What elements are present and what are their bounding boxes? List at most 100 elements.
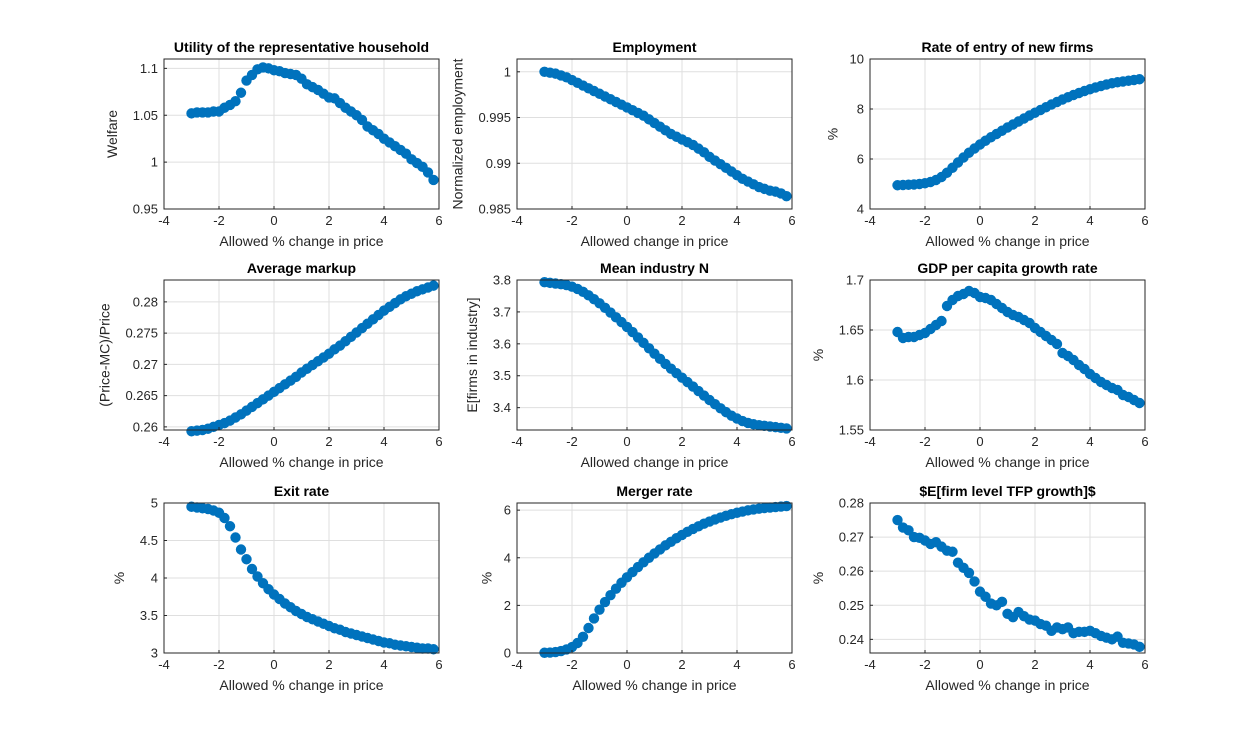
x-tick-label: 2 [678, 434, 685, 449]
y-tick-label: 0.25 [839, 598, 864, 613]
y-tick-label: 4 [857, 202, 864, 217]
data-point [594, 604, 605, 615]
x-axis-label: Allowed % change in price [219, 233, 383, 249]
data-point [781, 500, 792, 512]
x-tick-label: 2 [678, 657, 685, 672]
chart-title: Utility of the representative household [174, 39, 429, 55]
subplot-4: -4 -2 0 2 4 6 0.26 0.265 0.27 0.275 0.28 Average ma… [97, 260, 443, 470]
axes-box [869, 279, 1146, 431]
y-axis-label: % [479, 572, 495, 584]
data-point [588, 613, 600, 624]
axes-box [163, 58, 440, 210]
subplot-5: -4 -2 0 2 4 6 3.4 3.5 3.6 3.7 3.8 Mean industry N Al… [464, 260, 796, 470]
x-axis-label: Allowed change in price [581, 454, 729, 470]
y-tick-label: 0.27 [133, 357, 158, 372]
axes-box [163, 279, 440, 431]
y-tick-label: 1 [151, 155, 158, 170]
y-tick-label: 2 [504, 598, 511, 613]
x-tick-label: -2 [919, 657, 931, 672]
subplot-2: -4 -2 0 2 4 6 0.985 0.99 0.995 1 Employment Allowed… [450, 39, 796, 249]
x-tick-label: -4 [511, 213, 523, 228]
y-tick-label: 0.985 [478, 202, 511, 217]
y-tick-label: 1.1 [140, 61, 158, 76]
x-tick-label: 2 [1031, 434, 1038, 449]
y-axis-label: % [111, 572, 127, 584]
x-tick-label: 0 [623, 213, 630, 228]
data-point [235, 87, 247, 98]
x-tick-label: -4 [511, 657, 523, 672]
x-axis-label: Allowed change in price [581, 233, 729, 249]
x-tick-label: 0 [976, 434, 983, 449]
axes-box [869, 502, 1146, 654]
chart-title: Mean industry N [600, 260, 709, 276]
y-tick-label: 1.6 [846, 373, 864, 388]
x-tick-label: -4 [158, 213, 170, 228]
y-tick-label: 1 [504, 64, 511, 79]
x-tick-label: 6 [788, 657, 795, 672]
x-tick-label: -4 [864, 213, 876, 228]
x-tick-label: 4 [380, 213, 387, 228]
x-tick-label: 6 [1141, 213, 1148, 228]
axes-box [516, 58, 793, 210]
data-point [963, 567, 975, 579]
y-axis-label: E[firms in industry] [464, 297, 480, 412]
x-axis-label: Allowed % change in price [925, 233, 1089, 249]
x-tick-label: 0 [976, 213, 983, 228]
y-tick-label: 0.275 [125, 326, 158, 341]
x-tick-label: -4 [511, 434, 523, 449]
axes-box [516, 502, 793, 654]
x-tick-label: 2 [325, 434, 332, 449]
x-axis-label: Allowed % change in price [219, 454, 383, 470]
x-tick-label: 4 [380, 434, 387, 449]
x-tick-label: 2 [325, 657, 332, 672]
y-tick-label: 4 [504, 550, 511, 565]
data-point [422, 167, 434, 178]
x-tick-label: 6 [435, 657, 442, 672]
data-point [969, 576, 980, 587]
y-tick-label: 4.5 [140, 533, 158, 548]
y-tick-label: 1.05 [133, 108, 158, 123]
x-tick-label: 2 [1031, 213, 1038, 228]
y-tick-label: 1.7 [846, 273, 864, 288]
y-tick-label: 4 [151, 571, 158, 586]
y-tick-label: 0.995 [478, 110, 511, 125]
data-point [1134, 641, 1145, 653]
x-axis-label: Allowed % change in price [572, 677, 736, 693]
x-tick-label: 2 [1031, 657, 1038, 672]
y-tick-label: 1.65 [839, 323, 864, 338]
x-tick-label: 6 [435, 434, 442, 449]
y-tick-label: 6 [857, 152, 864, 167]
x-tick-label: 0 [976, 657, 983, 672]
data-point [241, 554, 252, 565]
x-tick-label: -4 [158, 434, 170, 449]
chart-title: Rate of entry of new firms [922, 39, 1094, 55]
data-point [235, 544, 247, 555]
data-point [230, 532, 241, 543]
chart-title: Employment [612, 39, 696, 55]
x-tick-label: 6 [788, 213, 795, 228]
data-point [224, 521, 236, 532]
axes-box [869, 58, 1146, 210]
y-tick-label: 3.8 [493, 273, 511, 288]
x-tick-label: 4 [733, 213, 740, 228]
y-tick-label: 1.55 [839, 423, 864, 438]
x-tick-label: -2 [213, 434, 225, 449]
data-point [1134, 397, 1145, 409]
y-tick-label: 10 [850, 52, 864, 67]
y-tick-label: 0.265 [125, 388, 158, 403]
y-tick-label: 0.95 [133, 202, 158, 217]
y-tick-label: 3.5 [493, 368, 511, 383]
data-point [428, 174, 439, 186]
y-axis-label: % [824, 128, 840, 140]
x-tick-label: 4 [380, 657, 387, 672]
y-tick-label: 8 [857, 102, 864, 117]
y-tick-label: 0.26 [133, 419, 158, 434]
x-tick-label: -4 [864, 434, 876, 449]
y-tick-label: 3.5 [140, 608, 158, 623]
x-tick-label: 2 [325, 213, 332, 228]
x-tick-label: -2 [919, 434, 931, 449]
x-tick-label: -2 [919, 213, 931, 228]
data-point [1051, 338, 1063, 350]
x-tick-label: 6 [1141, 434, 1148, 449]
chart-title: Merger rate [616, 483, 692, 499]
